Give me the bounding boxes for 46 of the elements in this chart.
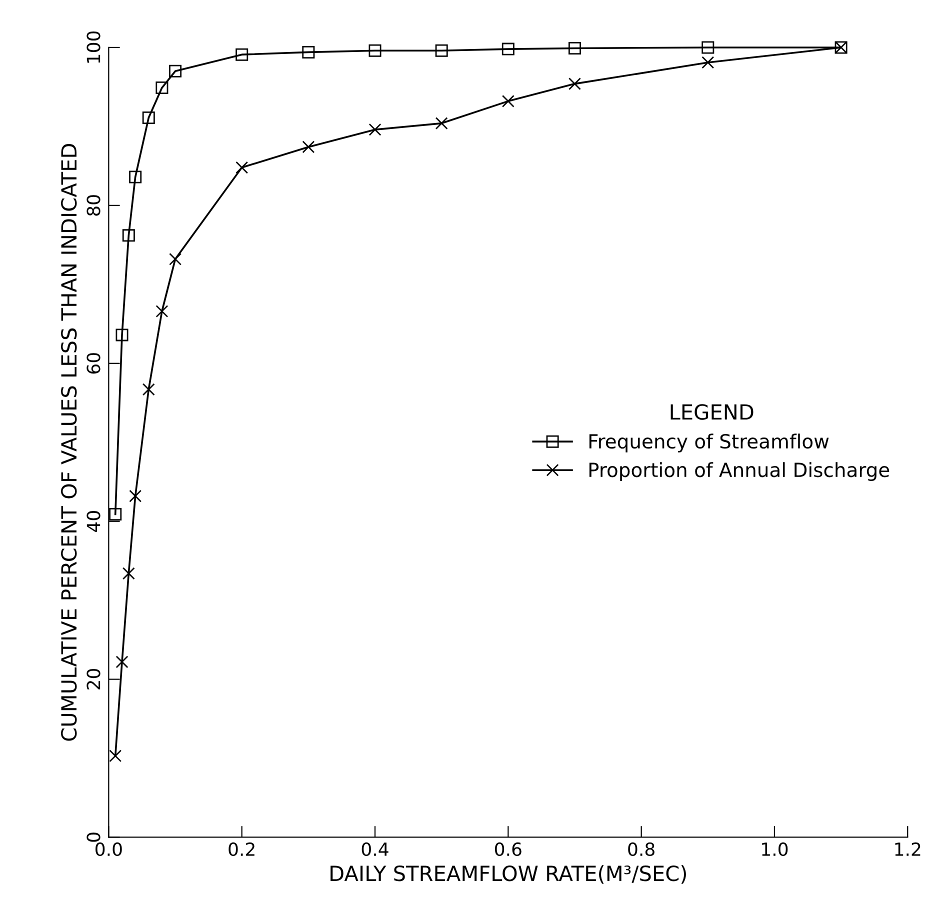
point (302, 140, 315, 154)
point (156, 82, 168, 94)
x-tick-label: 1.0 (762, 842, 788, 856)
x-axis-title: DAILY STREAMFLOW RATE(M³/SEC) (330, 865, 686, 884)
point (142, 383, 155, 396)
x-tick-label: 0.0 (96, 842, 122, 856)
x-tick-label: 0.4 (362, 842, 388, 856)
point (109, 508, 122, 520)
y-tick-label: 0 (86, 832, 100, 842)
point (129, 490, 142, 502)
y-tick-label: 20 (86, 668, 100, 690)
point (116, 656, 128, 668)
point (169, 252, 182, 266)
legend-label: Proportion of Annual Discharge (589, 462, 890, 481)
x-tick-label: 0.2 (228, 842, 254, 856)
point (109, 750, 122, 762)
point (502, 42, 514, 56)
y-tick-label: 40 (86, 511, 100, 532)
y-axis-title: CUMULATIVE PERCENT OF VALUES LESS THAN INDICATED (61, 144, 77, 741)
point (368, 44, 382, 57)
y-tick-label: 80 (86, 195, 100, 216)
point (302, 46, 315, 58)
point (236, 48, 248, 61)
y-tick-label: 60 (86, 353, 100, 374)
x-tick-label: 1.2 (895, 842, 920, 856)
point (122, 567, 135, 580)
x-tick-label: 0.8 (628, 842, 654, 856)
point (435, 44, 448, 57)
point (502, 94, 514, 108)
point (568, 78, 581, 90)
point (129, 170, 142, 184)
point (435, 117, 448, 130)
point (116, 328, 128, 342)
point (142, 112, 155, 124)
legend-title: LEGEND (670, 404, 754, 420)
x-tick-label: 0.6 (494, 842, 522, 856)
y-tick-label: 100 (86, 31, 100, 63)
point (702, 56, 714, 69)
legend-label: Frequency of Streamflow (589, 434, 829, 452)
point (702, 41, 714, 54)
point (236, 161, 248, 174)
point (169, 64, 182, 78)
point (568, 42, 581, 55)
point (368, 123, 382, 136)
point (122, 229, 135, 242)
point (156, 305, 168, 318)
